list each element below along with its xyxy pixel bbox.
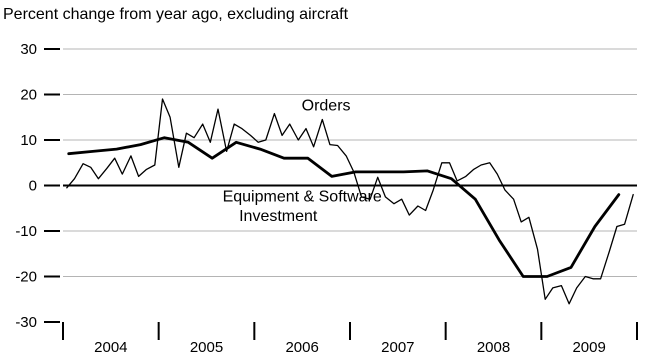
gridlines xyxy=(63,48,637,277)
annotation-label: Equipment & Software xyxy=(223,188,382,205)
x-axis-labels: 2004 2005 2006 2007 2008 2009 xyxy=(94,339,606,356)
y-tick-label: 30 xyxy=(20,41,37,58)
x-tick-label: 2008 xyxy=(477,339,510,356)
x-axis xyxy=(62,322,638,340)
annotation-label: Investment xyxy=(239,208,318,225)
x-tick-label: 2009 xyxy=(572,339,605,356)
y-axis-labels: 30 20 10 0 -10 -20 -30 xyxy=(15,41,37,331)
x-tick-label: 2007 xyxy=(381,339,414,356)
y-tick-label: 0 xyxy=(29,178,37,195)
investment-line xyxy=(67,136,621,278)
y-tick-label: -30 xyxy=(15,314,37,331)
annotation-label: Orders xyxy=(302,97,351,114)
orders-line xyxy=(66,98,634,305)
y-axis-ticks xyxy=(44,48,60,323)
series-layer xyxy=(66,98,634,305)
y-tick-label: -20 xyxy=(15,269,37,286)
y-tick-label: -10 xyxy=(15,223,37,240)
x-tick-label: 2006 xyxy=(285,339,318,356)
annotations: Orders Equipment & Software Investment xyxy=(223,97,382,225)
x-tick-label: 2005 xyxy=(190,339,223,356)
chart-subtitle: Percent change from year ago, excluding … xyxy=(3,6,349,23)
y-tick-label: 10 xyxy=(20,132,37,149)
x-tick-label: 2004 xyxy=(94,339,127,356)
y-tick-label: 20 xyxy=(20,87,37,104)
